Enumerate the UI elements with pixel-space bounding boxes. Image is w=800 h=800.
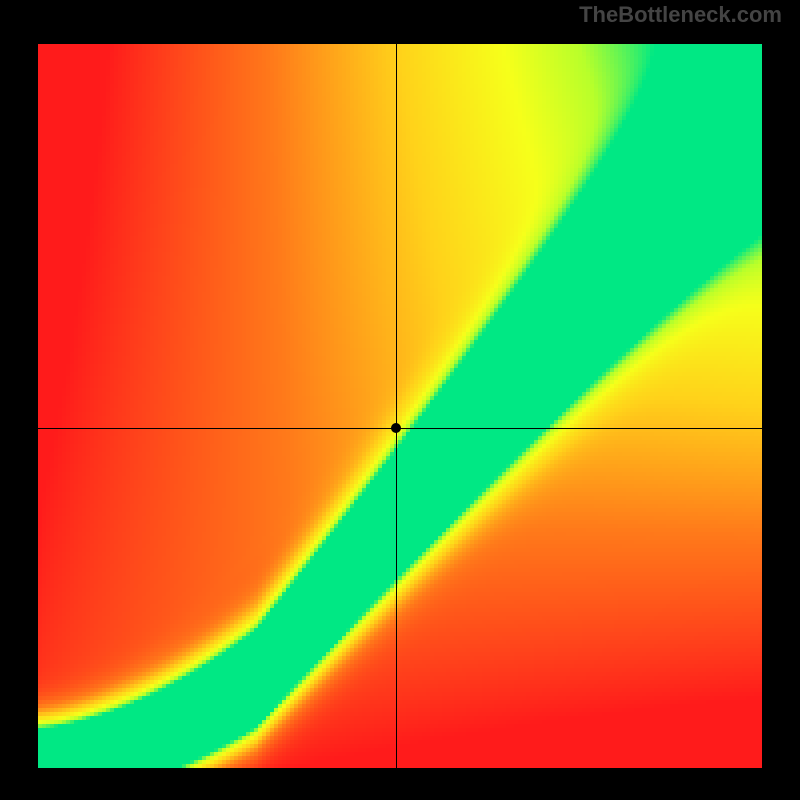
watermark-text: TheBottleneck.com — [579, 2, 782, 28]
crosshair-vertical — [396, 44, 397, 768]
bottleneck-heatmap — [38, 44, 762, 768]
plot-frame — [38, 44, 762, 768]
crosshair-dot — [391, 423, 401, 433]
